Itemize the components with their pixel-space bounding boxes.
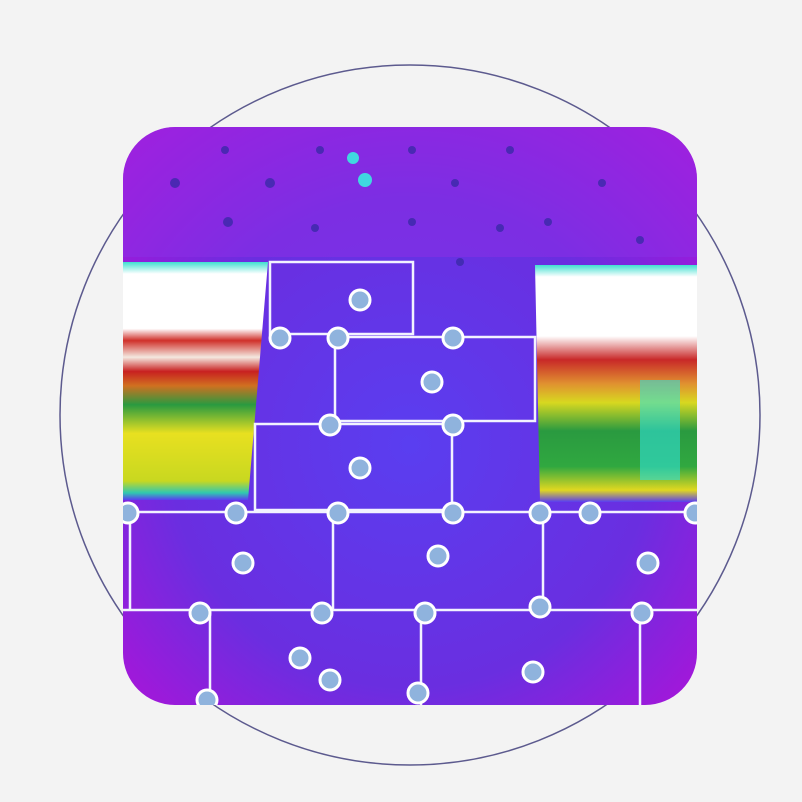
marker-dot bbox=[636, 551, 660, 575]
marker-dot bbox=[268, 326, 292, 350]
outer-ring bbox=[59, 64, 761, 766]
marker-dot bbox=[318, 668, 342, 692]
marker-dot bbox=[683, 501, 697, 525]
marker-dot bbox=[441, 413, 465, 437]
marker-dot bbox=[406, 681, 430, 705]
marker-dot bbox=[326, 326, 350, 350]
marker-dot bbox=[630, 601, 654, 625]
grid-lines bbox=[123, 260, 697, 705]
marker-dot bbox=[123, 501, 140, 525]
marker-dot bbox=[578, 501, 602, 525]
marker-dot bbox=[195, 688, 219, 705]
marker-dot bbox=[348, 288, 372, 312]
marker-dot bbox=[413, 601, 437, 625]
marker-dot bbox=[326, 501, 350, 525]
marker-dot bbox=[348, 456, 372, 480]
marker-dot bbox=[288, 646, 312, 670]
marker-dot bbox=[224, 501, 248, 525]
marker-dot bbox=[441, 501, 465, 525]
marker-dot bbox=[310, 601, 334, 625]
marker-dot bbox=[528, 501, 552, 525]
marker-dot bbox=[420, 370, 444, 394]
marker-dots bbox=[123, 288, 697, 705]
marker-dot bbox=[318, 413, 342, 437]
thermal-image bbox=[123, 127, 697, 705]
marker-dot bbox=[231, 551, 255, 575]
marker-dot bbox=[528, 595, 552, 619]
marker-dot bbox=[426, 544, 450, 568]
marker-dot bbox=[188, 601, 212, 625]
marker-dot bbox=[441, 326, 465, 350]
hot-region-left bbox=[123, 262, 268, 500]
marker-dot bbox=[521, 660, 545, 684]
